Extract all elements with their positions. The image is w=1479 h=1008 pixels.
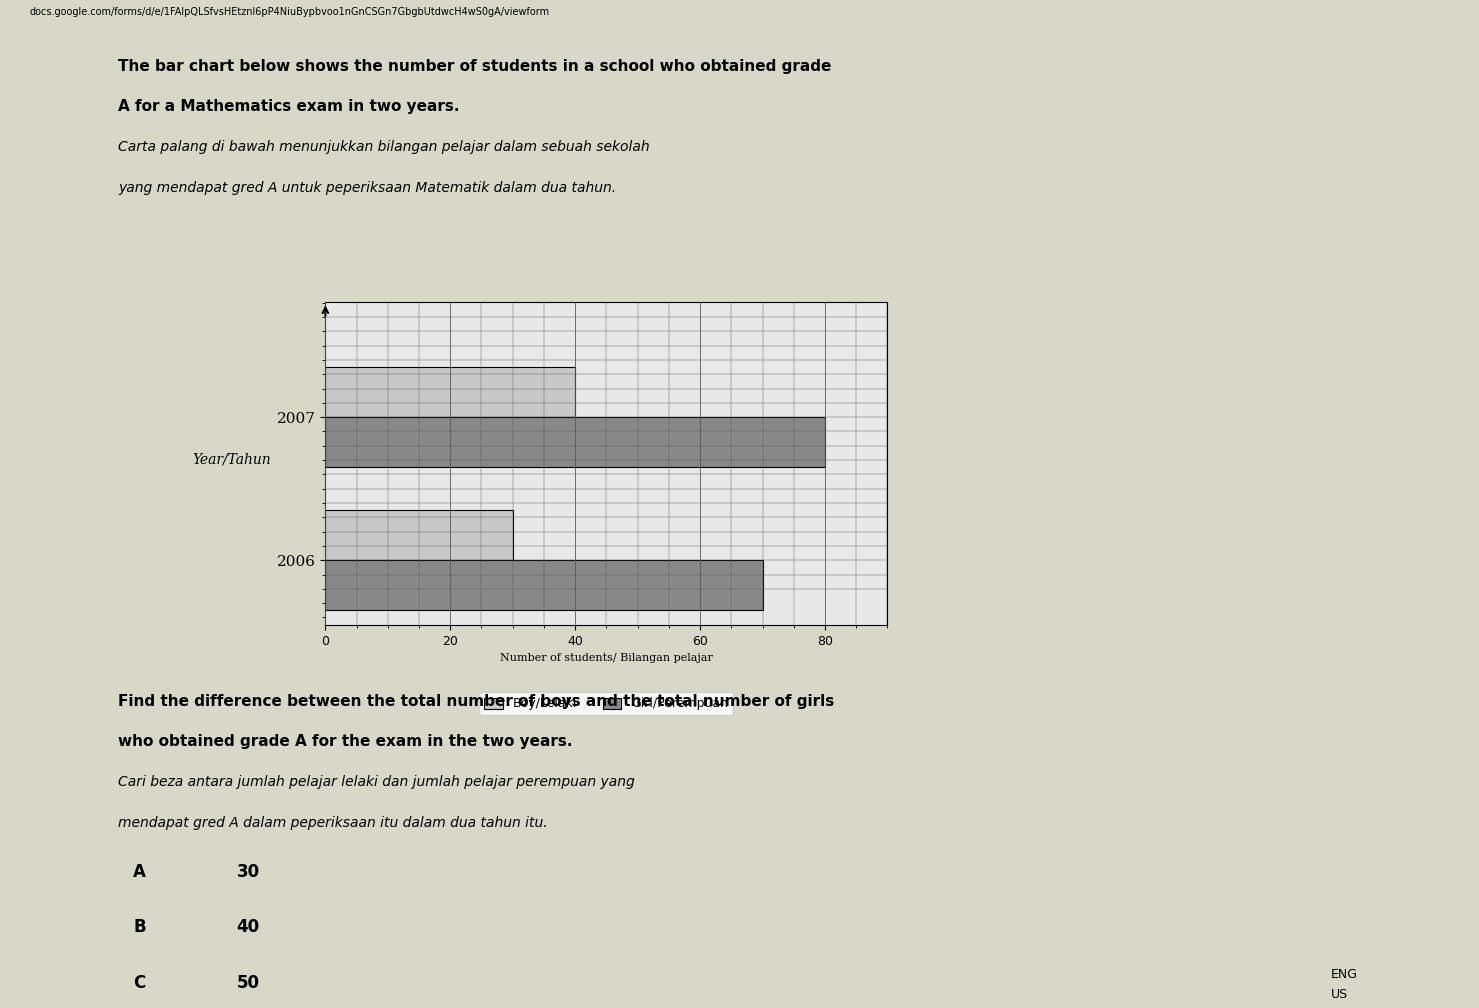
- Text: Cari beza antara jumlah pelajar lelaki dan jumlah pelajar perempuan yang: Cari beza antara jumlah pelajar lelaki d…: [118, 775, 634, 789]
- Text: A: A: [133, 863, 146, 881]
- X-axis label: Number of students/ Bilangan pelajar: Number of students/ Bilangan pelajar: [500, 653, 713, 663]
- Legend: Boy/Lelaki, Girl/Perempuan: Boy/Lelaki, Girl/Perempuan: [479, 692, 734, 716]
- Text: yang mendapat gred A untuk peperiksaan Matematik dalam dua tahun.: yang mendapat gred A untuk peperiksaan M…: [118, 180, 617, 195]
- Text: who obtained grade A for the exam in the two years.: who obtained grade A for the exam in the…: [118, 734, 572, 749]
- Text: B: B: [133, 918, 146, 936]
- Text: docs.google.com/forms/d/e/1FAlpQLSfvsHEtznl6pP4NiuBypbvoo1nGnCSGn7GbgbUtdwcH4wS0: docs.google.com/forms/d/e/1FAlpQLSfvsHEt…: [30, 7, 550, 17]
- Bar: [325, 417, 825, 468]
- Text: Year/Tahun: Year/Tahun: [192, 453, 271, 467]
- Text: 40: 40: [237, 918, 260, 936]
- Text: Carta palang di bawah menunjukkan bilangan pelajar dalam sebuah sekolah: Carta palang di bawah menunjukkan bilang…: [118, 140, 649, 154]
- Text: Find the difference between the total number of boys and the total number of gir: Find the difference between the total nu…: [118, 694, 834, 709]
- Text: A for a Mathematics exam in two years.: A for a Mathematics exam in two years.: [118, 99, 460, 114]
- Text: The bar chart below shows the number of students in a school who obtained grade: The bar chart below shows the number of …: [118, 58, 831, 74]
- Text: mendapat gred A dalam peperiksaan itu dalam dua tahun itu.: mendapat gred A dalam peperiksaan itu da…: [118, 815, 547, 830]
- Bar: [325, 560, 763, 610]
- Text: US: US: [1331, 988, 1349, 1001]
- Bar: [325, 510, 513, 560]
- Text: 50: 50: [237, 974, 260, 992]
- Text: 30: 30: [237, 863, 260, 881]
- Text: C: C: [133, 974, 145, 992]
- Bar: [325, 367, 575, 417]
- Text: ENG: ENG: [1331, 968, 1358, 981]
